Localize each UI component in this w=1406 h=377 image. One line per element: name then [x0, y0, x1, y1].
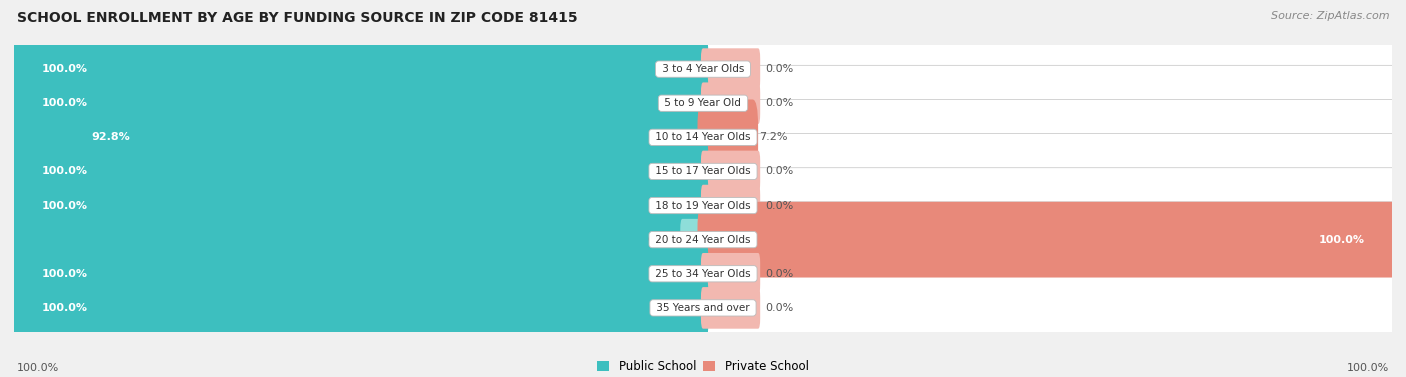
FancyBboxPatch shape: [8, 65, 709, 141]
Text: 100.0%: 100.0%: [42, 303, 87, 313]
Text: 100.0%: 100.0%: [42, 166, 87, 176]
Text: 3 to 4 Year Olds: 3 to 4 Year Olds: [658, 64, 748, 74]
Text: 0.0%: 0.0%: [765, 269, 793, 279]
FancyBboxPatch shape: [8, 236, 709, 312]
FancyBboxPatch shape: [8, 133, 709, 209]
Text: 15 to 17 Year Olds: 15 to 17 Year Olds: [652, 166, 754, 176]
FancyBboxPatch shape: [8, 100, 1398, 175]
Text: 0.0%: 0.0%: [765, 64, 793, 74]
FancyBboxPatch shape: [8, 236, 1398, 312]
Legend: Public School, Private School: Public School, Private School: [593, 355, 813, 377]
Text: 0.0%: 0.0%: [765, 166, 793, 176]
Text: 100.0%: 100.0%: [42, 201, 87, 211]
FancyBboxPatch shape: [8, 31, 1398, 107]
Text: 5 to 9 Year Old: 5 to 9 Year Old: [661, 98, 745, 108]
Text: 35 Years and over: 35 Years and over: [652, 303, 754, 313]
Text: 0.0%: 0.0%: [765, 98, 793, 108]
FancyBboxPatch shape: [702, 83, 761, 124]
FancyBboxPatch shape: [697, 100, 758, 175]
Text: 100.0%: 100.0%: [42, 269, 87, 279]
FancyBboxPatch shape: [8, 168, 1398, 244]
FancyBboxPatch shape: [8, 202, 1398, 277]
Text: 100.0%: 100.0%: [1347, 363, 1389, 373]
Text: 18 to 19 Year Olds: 18 to 19 Year Olds: [652, 201, 754, 211]
FancyBboxPatch shape: [8, 168, 709, 244]
FancyBboxPatch shape: [697, 202, 1398, 277]
FancyBboxPatch shape: [8, 270, 709, 346]
FancyBboxPatch shape: [58, 100, 709, 175]
Text: 7.2%: 7.2%: [759, 132, 787, 143]
FancyBboxPatch shape: [702, 48, 761, 90]
Text: 20 to 24 Year Olds: 20 to 24 Year Olds: [652, 234, 754, 245]
Text: 100.0%: 100.0%: [42, 98, 87, 108]
FancyBboxPatch shape: [702, 151, 761, 192]
FancyBboxPatch shape: [702, 287, 761, 329]
Text: 100.0%: 100.0%: [42, 64, 87, 74]
Text: 100.0%: 100.0%: [17, 363, 59, 373]
Text: 0.0%: 0.0%: [765, 303, 793, 313]
FancyBboxPatch shape: [8, 31, 709, 107]
Text: 25 to 34 Year Olds: 25 to 34 Year Olds: [652, 269, 754, 279]
FancyBboxPatch shape: [8, 65, 1398, 141]
Text: 0.0%: 0.0%: [765, 201, 793, 211]
Text: 100.0%: 100.0%: [1319, 234, 1364, 245]
FancyBboxPatch shape: [681, 219, 704, 261]
Text: Source: ZipAtlas.com: Source: ZipAtlas.com: [1271, 11, 1389, 21]
Text: 0.0%: 0.0%: [647, 234, 675, 245]
FancyBboxPatch shape: [8, 270, 1398, 346]
FancyBboxPatch shape: [8, 133, 1398, 209]
Text: 10 to 14 Year Olds: 10 to 14 Year Olds: [652, 132, 754, 143]
Text: 92.8%: 92.8%: [91, 132, 129, 143]
FancyBboxPatch shape: [702, 253, 761, 294]
Text: SCHOOL ENROLLMENT BY AGE BY FUNDING SOURCE IN ZIP CODE 81415: SCHOOL ENROLLMENT BY AGE BY FUNDING SOUR…: [17, 11, 578, 25]
FancyBboxPatch shape: [702, 185, 761, 226]
